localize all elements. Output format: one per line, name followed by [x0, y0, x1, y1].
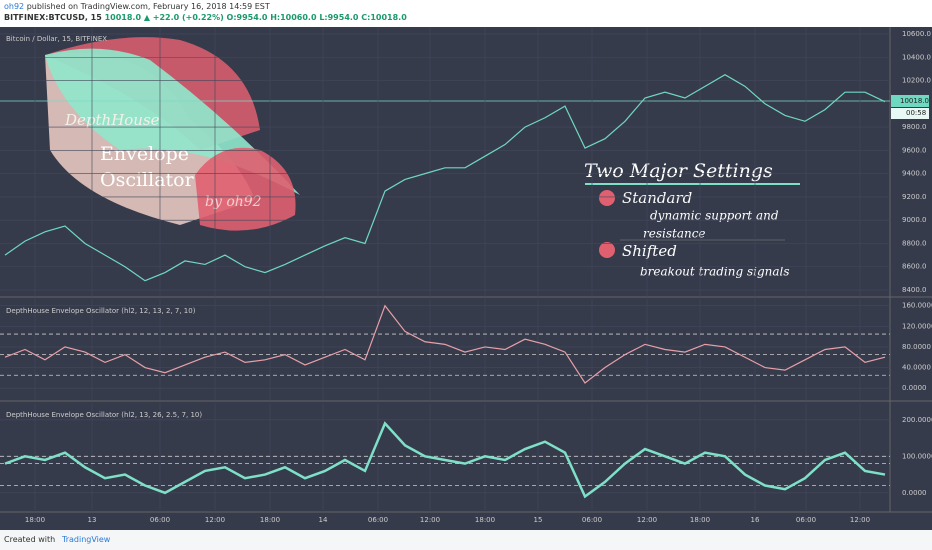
- y-tick-label: 160.0000: [902, 302, 932, 310]
- y-tick-label: 0.0000: [902, 384, 927, 392]
- symbol-line: BITFINEX:BTCUSD, 15 10018.0 ▲ +22.0 (+0.…: [4, 13, 407, 22]
- x-tick-label: 18:00: [690, 516, 710, 524]
- y-tick-label: 8600.0: [902, 263, 927, 271]
- y-tick-label: 0.0000: [902, 489, 927, 497]
- y-tick-label: 9200.0: [902, 193, 927, 201]
- y-tick-label: 9600.0: [902, 146, 927, 154]
- y-tick-label: 10600.0: [902, 30, 931, 38]
- overlay-text: resistance: [643, 227, 706, 241]
- footer: Created with TradingView: [0, 530, 932, 550]
- x-tick-label: 12:00: [205, 516, 225, 524]
- y-tick-label: 80.0000: [902, 343, 931, 351]
- countdown-box: [891, 108, 929, 119]
- y-tick-label: 10200.0: [902, 77, 931, 85]
- overlay-text: Shifted: [622, 242, 677, 260]
- last: 10018.0: [104, 13, 142, 22]
- x-tick-label: 14: [319, 516, 328, 524]
- x-tick-label: 15: [534, 516, 543, 524]
- y-tick-label: 8800.0: [902, 239, 927, 247]
- y-tick-label: 10400.0: [902, 53, 931, 61]
- x-tick-label: 06:00: [582, 516, 602, 524]
- price-label: 10018.0: [900, 97, 929, 105]
- change: ▲ +22.0 (+0.22%): [143, 13, 224, 22]
- x-tick-label: 18:00: [475, 516, 495, 524]
- decoration: [0, 37, 890, 258]
- y-tick-label: 100.0000: [902, 452, 932, 460]
- published: published on TradingView.com, February 1…: [26, 2, 270, 11]
- price-box: [891, 95, 929, 107]
- overlay-text: breakout trading signals: [640, 265, 790, 279]
- overlay-text: dynamic support and: [650, 209, 779, 223]
- x-tick-label: 16: [751, 516, 760, 524]
- y-tick-label: 9800.0: [902, 123, 927, 131]
- x-tick-label: 12:00: [420, 516, 440, 524]
- series-line: [4, 304, 886, 384]
- overlay-text: Envelope: [100, 143, 189, 165]
- pane-title: DepthHouse Envelope Oscillator (hl2, 13,…: [6, 411, 202, 419]
- overlay-text: Oscillator: [100, 169, 195, 191]
- x-tick-label: 18:00: [25, 516, 45, 524]
- overlay-text: Standard: [622, 189, 692, 207]
- chart: DepthHouse Envelope Oscillator by oh92 T…: [0, 27, 932, 530]
- x-tick-label: 13: [88, 516, 97, 524]
- y-tick-label: 8400.0: [902, 286, 927, 294]
- pane-title: DepthHouse Envelope Oscillator (hl2, 12,…: [6, 307, 196, 315]
- x-tick-label: 12:00: [850, 516, 870, 524]
- x-tick-label: 12:00: [637, 516, 657, 524]
- brand[interactable]: TradingView: [62, 535, 111, 544]
- overlay-text: DepthHouse: [64, 111, 160, 129]
- overlay-text: Two Major Settings: [584, 160, 773, 182]
- overlay: DepthHouse Envelope Oscillator by oh92 T…: [64, 111, 790, 279]
- y-tick-label: 120.0000: [902, 322, 932, 330]
- y-tick-label: 200.0000: [902, 416, 932, 424]
- x-tick-label: 06:00: [150, 516, 170, 524]
- y-tick-label: 9400.0: [902, 170, 927, 178]
- y-tick-label: 9000.0: [902, 216, 927, 224]
- x-tick-label: 18:00: [260, 516, 280, 524]
- pane-title: Bitcoin / Dollar, 15, BITFINEX: [6, 35, 107, 43]
- y-tick-label: 40.0000: [902, 364, 931, 372]
- series-line: [4, 74, 886, 282]
- overlay-text: by oh92: [205, 194, 262, 210]
- created: Created with: [4, 535, 56, 544]
- author[interactable]: oh92: [4, 2, 25, 11]
- countdown: 00:58: [906, 109, 926, 117]
- ohlc: O:9954.0 H:10060.0 L:9954.0 C:10018.0: [226, 13, 407, 22]
- x-tick-label: 06:00: [796, 516, 816, 524]
- header-line: oh92 published on TradingView.com, Febru…: [4, 2, 270, 11]
- x-tick-label: 06:00: [368, 516, 388, 524]
- series-line: [4, 421, 886, 499]
- symbol: BITFINEX:BTCUSD, 15: [4, 13, 102, 22]
